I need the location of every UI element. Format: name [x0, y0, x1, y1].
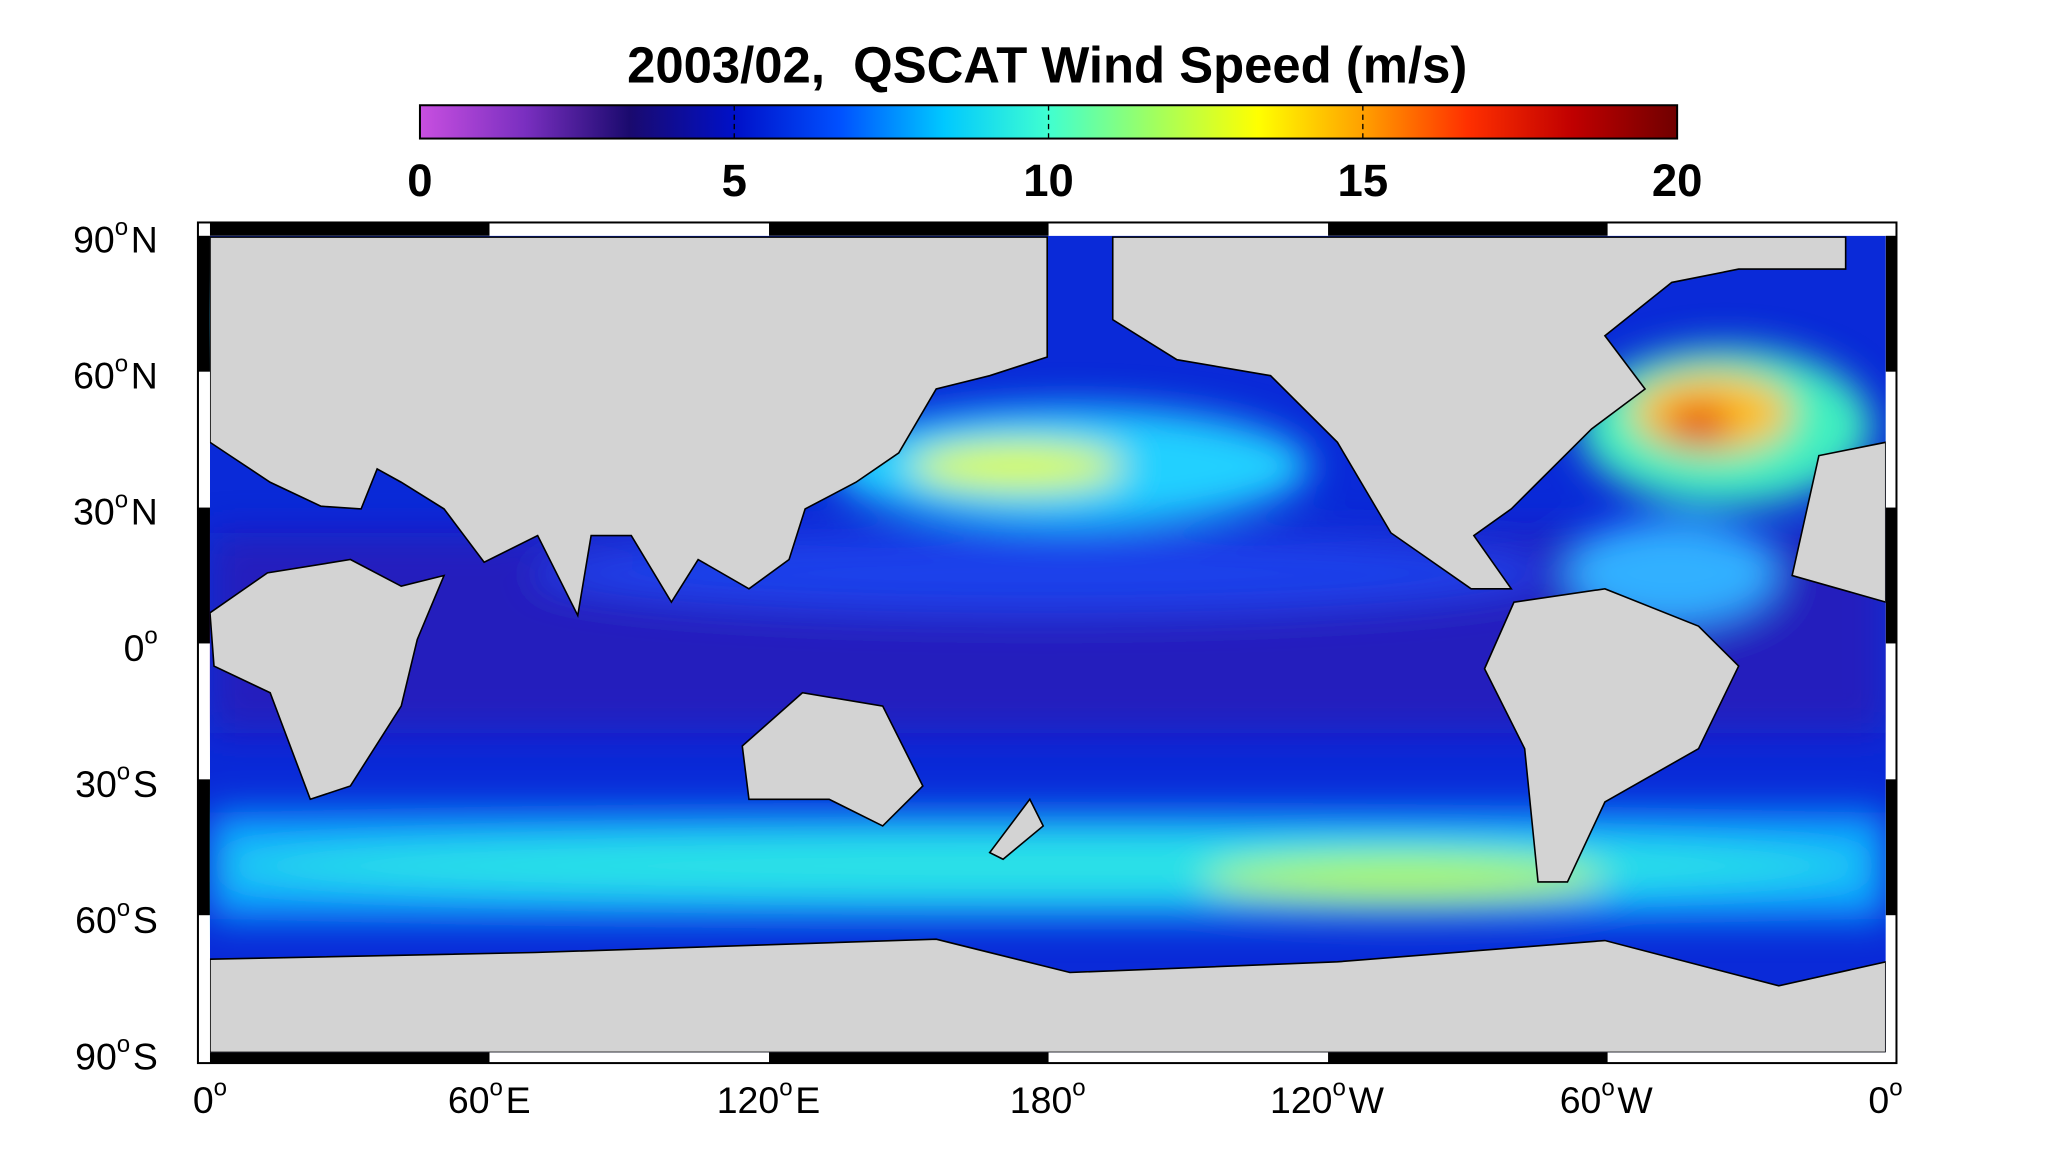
longitude-label: 120oE: [717, 1075, 820, 1121]
longitude-labels: 0o 60oE 120oE 180o 120oW 60oW 0o: [193, 1075, 1903, 1121]
degree-mark: o: [1072, 1075, 1085, 1102]
latitude-label: 90oS: [75, 1031, 158, 1077]
longitude-label: 180o: [1010, 1075, 1086, 1121]
degree-mark: o: [115, 215, 128, 242]
degree-mark: o: [117, 1031, 130, 1058]
latitude-label: 30oS: [75, 759, 158, 805]
longitude-label: 60oW: [1560, 1075, 1654, 1121]
hemisphere: S: [133, 899, 158, 941]
hemisphere: N: [131, 355, 158, 397]
hemisphere: W: [1617, 1079, 1653, 1121]
degree-mark: o: [117, 895, 130, 922]
degree-mark: o: [115, 351, 128, 378]
label-number: 90: [73, 218, 115, 260]
hemisphere: N: [131, 218, 158, 260]
label-number: 60: [1560, 1079, 1602, 1121]
degree-mark: o: [490, 1075, 503, 1102]
latitude-label: 0o: [124, 623, 158, 669]
longitude-label: 0o: [1868, 1075, 1902, 1121]
label-number: 120: [1270, 1079, 1332, 1121]
label-number: 60: [75, 899, 117, 941]
hemisphere: E: [506, 1079, 531, 1121]
label-number: 0: [1868, 1079, 1889, 1121]
degree-mark: o: [144, 623, 157, 650]
longitude-label: 60oE: [448, 1075, 531, 1121]
label-number: 90: [75, 1035, 117, 1077]
label-number: 30: [73, 491, 115, 533]
degree-mark: o: [115, 487, 128, 514]
hemisphere: S: [133, 763, 158, 805]
colorbar-tick-label: 5: [722, 155, 747, 206]
colorbar-tick-label: 0: [407, 155, 432, 206]
frame-bars: [197, 222, 1897, 1064]
title: 2003/02, QSCAT Wind Speed (m/s): [627, 37, 1467, 94]
map: [209, 235, 1886, 1053]
degree-mark: o: [1333, 1075, 1346, 1102]
degree-mark: o: [117, 759, 130, 786]
land: [209, 236, 1886, 1053]
hemisphere: E: [795, 1079, 820, 1121]
colorbar-tick-label: 20: [1652, 155, 1703, 206]
hemisphere: W: [1349, 1079, 1385, 1121]
label-number: 0: [124, 627, 145, 669]
label-number: 180: [1010, 1079, 1072, 1121]
degree-mark: o: [1601, 1075, 1614, 1102]
latitude-label: 30oN: [73, 487, 158, 533]
label-number: 120: [717, 1079, 779, 1121]
hemisphere: N: [131, 491, 158, 533]
colorbar-tick-label: 10: [1023, 155, 1074, 206]
longitude-label: 120oW: [1270, 1075, 1385, 1121]
colorbar-tick-label: 15: [1338, 155, 1389, 206]
label-number: 30: [75, 763, 117, 805]
latitude-label: 60oN: [73, 351, 158, 397]
degree-mark: o: [1889, 1075, 1902, 1102]
label-number: 0: [193, 1079, 214, 1121]
latitude-label: 90oN: [73, 215, 158, 261]
degree-mark: o: [779, 1075, 792, 1102]
hemisphere: S: [133, 1035, 158, 1077]
colorbar: [418, 104, 1679, 140]
label-number: 60: [448, 1079, 490, 1121]
colorbar-ticks: 0 5 10 15 20: [407, 105, 1702, 206]
label-number: 60: [73, 355, 115, 397]
longitude-label: 0o: [193, 1075, 227, 1121]
latitude-label: 60oS: [75, 895, 158, 941]
degree-mark: o: [214, 1075, 227, 1102]
